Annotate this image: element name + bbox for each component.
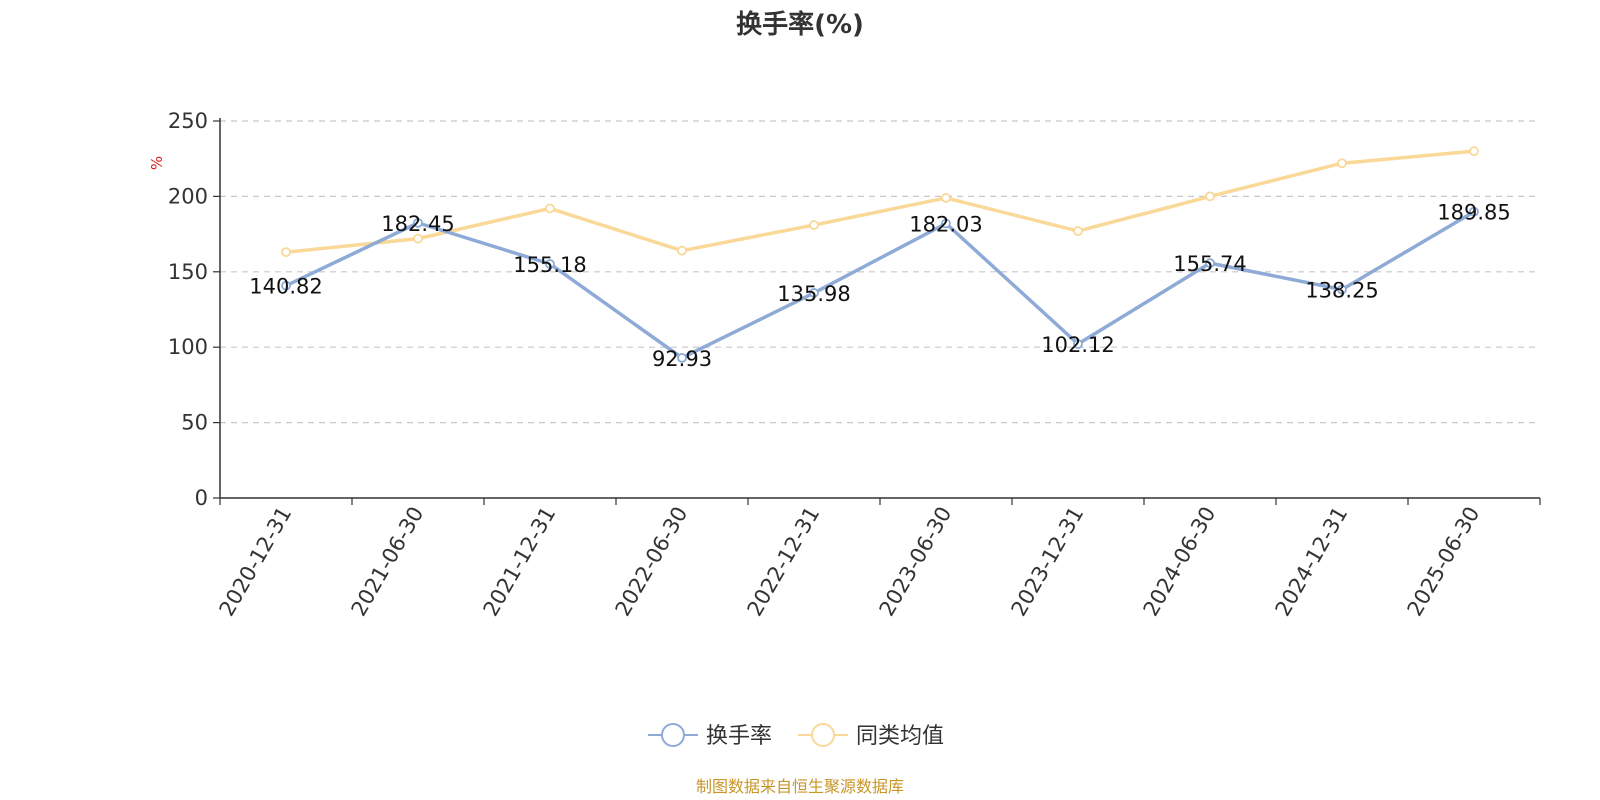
- data-label: 182.03: [909, 212, 982, 236]
- data-label: 182.45: [381, 212, 454, 236]
- legend-label: 同类均值: [856, 724, 944, 749]
- y-axis-unit: %: [148, 156, 166, 170]
- series-point-1: [809, 220, 819, 230]
- series-point-1: [941, 193, 951, 203]
- y-tick-label: 100: [168, 335, 208, 359]
- x-tick-label: 2024-06-30: [1139, 503, 1221, 621]
- y-tick-label: 50: [181, 411, 208, 435]
- data-label: 155.74: [1173, 252, 1246, 276]
- series-point-0: [1073, 339, 1083, 349]
- legend-label: 换手率: [706, 724, 772, 749]
- series-line-0: [285, 210, 1475, 360]
- axes: [219, 118, 1540, 499]
- x-tick-label: 2022-12-31: [743, 503, 825, 621]
- series-point-0: [545, 259, 555, 269]
- series-point-0: [809, 288, 819, 298]
- series-point-0: [1469, 206, 1479, 217]
- series-point-1: [1205, 191, 1215, 202]
- series-point-0: [281, 280, 291, 291]
- series-point-0: [1205, 258, 1215, 269]
- legend-item-0[interactable]: 换手率: [648, 723, 772, 749]
- series-point-1: [1337, 158, 1347, 169]
- y-axis-ticks: 0 50 100 150 200 250: [168, 109, 220, 510]
- data-label: 138.25: [1305, 279, 1378, 303]
- series-line-1: [285, 149, 1475, 254]
- x-tick-label: 2024-12-31: [1271, 503, 1353, 621]
- data-label: 140.82: [249, 275, 322, 299]
- y-tick-label: 250: [168, 109, 208, 133]
- series-point-0: [677, 352, 687, 363]
- x-tick-label: 2021-12-31: [479, 503, 561, 621]
- legend-item-1[interactable]: 同类均值: [798, 723, 944, 749]
- series-point-0: [413, 217, 423, 228]
- legend[interactable]: 换手率 同类均值: [648, 723, 944, 749]
- legend-marker: [811, 723, 835, 747]
- data-label: 135.98: [777, 282, 850, 306]
- series-point-1: [281, 247, 291, 258]
- y-tick-label: 0: [195, 486, 208, 510]
- legend-marker: [661, 723, 685, 747]
- series-point-1: [677, 245, 687, 256]
- source-note: 制图数据来自恒生聚源数据库: [696, 777, 904, 796]
- series-point-1: [1073, 226, 1083, 236]
- data-label: 189.85: [1437, 201, 1510, 225]
- series-point-0: [941, 218, 951, 229]
- x-tick-label: 2025-06-30: [1403, 503, 1485, 621]
- series-point-1: [545, 203, 555, 214]
- x-tick-label: 2020-12-31: [215, 503, 297, 621]
- x-tick-label: 2023-06-30: [875, 503, 957, 621]
- series-point-0: [1337, 284, 1347, 295]
- data-label: 102.12: [1041, 333, 1114, 357]
- data-labels: 140.82 182.45 155.18 92.93 135.98 182.03 102.1…: [249, 201, 1510, 371]
- series-point-1: [413, 233, 423, 244]
- series-point-1: [1469, 146, 1479, 157]
- series-layer: [281, 146, 1479, 363]
- y-tick-label: 150: [168, 260, 208, 284]
- data-label: 155.18: [513, 253, 586, 277]
- x-tick-label: 2022-06-30: [611, 503, 693, 621]
- x-tick-label: 2021-06-30: [347, 503, 429, 621]
- x-axis-ticks: 2020-12-31 2021-06-30 2021-12-31 2022-06-30…: [215, 498, 1541, 621]
- y-tick-label: 200: [168, 184, 208, 208]
- data-label: 92.93: [652, 347, 712, 371]
- grid-lines: [220, 120, 1540, 424]
- chart-title: 换手率(%): [736, 9, 864, 40]
- x-tick-label: 2023-12-31: [1007, 503, 1089, 621]
